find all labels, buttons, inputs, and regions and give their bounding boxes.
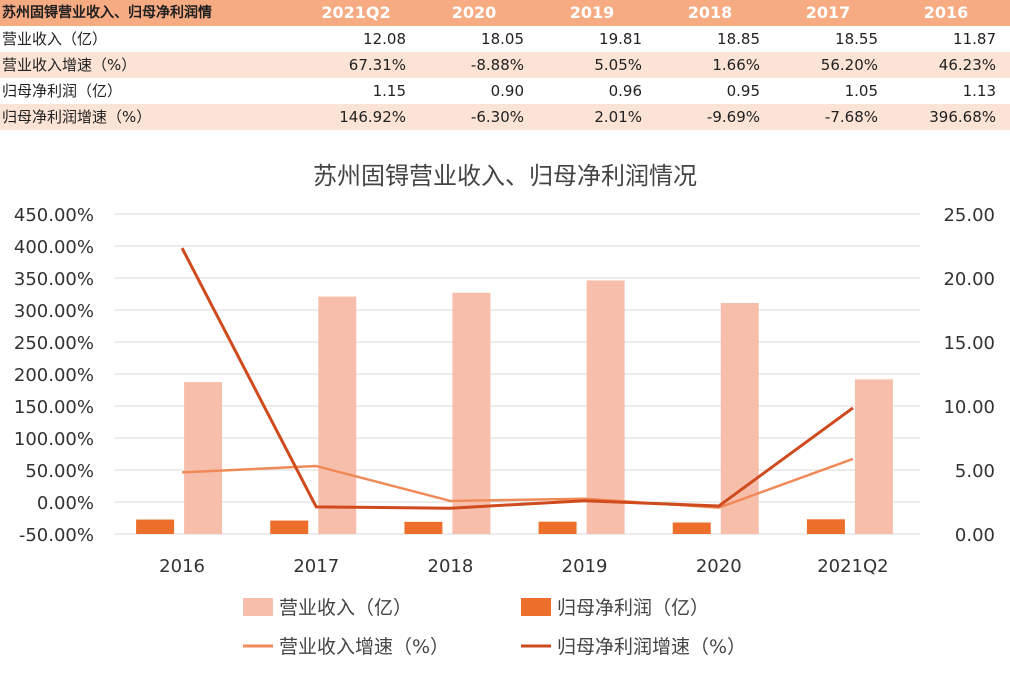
table-cell: 1.66%	[656, 52, 774, 78]
table-header-year: 2016	[892, 0, 1010, 26]
x-tick-label: 2017	[293, 556, 339, 577]
row-label: 营业收入（亿）	[0, 26, 302, 52]
x-tick-label: 2018	[428, 556, 474, 577]
row-label: 归母净利润增速（%）	[0, 104, 302, 130]
table-cell: 18.05	[420, 26, 538, 52]
legend-label: 营业收入增速（%）	[279, 636, 449, 658]
table-header-year: 2017	[774, 0, 892, 26]
table-cell: 18.85	[656, 26, 774, 52]
line-profit-growth	[180, 247, 854, 510]
legend-label: 归母净利润增速（%）	[557, 636, 746, 658]
row-label: 营业收入增速（%）	[0, 52, 302, 78]
table-cell: 0.95	[656, 78, 774, 104]
bar-revenue	[318, 296, 357, 534]
table-cell: 396.68%	[892, 104, 1010, 130]
table-cell: 1.15	[302, 78, 420, 104]
data-table: 苏州固锝营业收入、归母净利润情 2021Q2 2020 2019 2018 2017 201…	[0, 0, 1010, 130]
x-tick-label: 2020	[696, 556, 742, 577]
line-revenue-growth	[182, 457, 854, 509]
series-lines	[180, 247, 854, 510]
legend-swatch	[243, 598, 273, 616]
table-cell: 56.20%	[774, 52, 892, 78]
table-header-title: 苏州固锝营业收入、归母净利润情	[0, 0, 302, 26]
table-body: 营业收入（亿） 12.08 18.05 19.81 18.85 18.55 11.87 营业收…	[0, 26, 1010, 130]
table-header-year: 2021Q2	[302, 0, 420, 26]
table-cell: 18.55	[774, 26, 892, 52]
bars	[136, 280, 893, 534]
table-row: 营业收入（亿） 12.08 18.05 19.81 18.85 18.55 11.87	[0, 26, 1010, 52]
bar-net-profit	[538, 521, 577, 534]
table-cell: 2.01%	[538, 104, 656, 130]
table-header-year: 2018	[656, 0, 774, 26]
y-left-tick-label: -50.00%	[19, 525, 94, 546]
legend-label: 营业收入（亿）	[279, 597, 412, 619]
bar-revenue	[452, 292, 491, 534]
y-right-tick-label: 25.00	[943, 205, 995, 226]
row-label: 归母净利润（亿）	[0, 78, 302, 104]
table-row: 营业收入增速（%） 67.31% -8.88% 5.05% 1.66% 56.20% 46.…	[0, 52, 1010, 78]
legend: 营业收入（亿） 归母净利润（亿） 营业收入增速（%） 归母净利润增速（%）	[243, 597, 746, 658]
table-cell: 19.81	[538, 26, 656, 52]
y-left-tick-label: 0.00%	[37, 493, 94, 514]
bar-revenue	[854, 379, 893, 534]
table-header-year: 2019	[538, 0, 656, 26]
table-cell: -6.30%	[420, 104, 538, 130]
bar-revenue	[586, 280, 625, 534]
table-header-year: 2020	[420, 0, 538, 26]
bar-net-profit	[672, 522, 711, 534]
x-tick-label: 2019	[562, 556, 608, 577]
y-right-tick-label: 0.00	[955, 525, 995, 546]
bar-net-profit	[806, 519, 845, 534]
y-right-tick-label: 15.00	[943, 333, 995, 354]
axis-ticks: -50.00% 0.00% 50.00% 100.00% 150.00% 200.00% 2…	[14, 205, 995, 577]
table-cell: 0.96	[538, 78, 656, 104]
grid-lines	[115, 213, 920, 535]
y-left-tick-label: 450.00%	[14, 205, 94, 226]
y-left-tick-label: 150.00%	[14, 397, 94, 418]
y-left-tick-label: 50.00%	[25, 461, 94, 482]
y-left-tick-label: 100.00%	[14, 429, 94, 450]
table-header-row: 苏州固锝营业收入、归母净利润情 2021Q2 2020 2019 2018 2017 201…	[0, 0, 1010, 26]
y-left-tick-label: 350.00%	[14, 269, 94, 290]
table-row: 归母净利润（亿） 1.15 0.90 0.96 0.95 1.05 1.13	[0, 78, 1010, 104]
table-cell: 46.23%	[892, 52, 1010, 78]
table-cell: 1.05	[774, 78, 892, 104]
table-cell: 5.05%	[538, 52, 656, 78]
chart-title: 苏州固锝营业收入、归母净利润情况	[313, 162, 697, 190]
y-right-tick-label: 20.00	[943, 269, 995, 290]
table-row: 归母净利润增速（%） 146.92% -6.30% 2.01% -9.69% -7.68%…	[0, 104, 1010, 130]
legend-label: 归母净利润（亿）	[557, 597, 709, 619]
y-right-tick-label: 5.00	[955, 461, 995, 482]
x-tick-label: 2021Q2	[817, 556, 888, 577]
bar-net-profit	[136, 519, 175, 534]
table-cell: -9.69%	[656, 104, 774, 130]
table-cell: -8.88%	[420, 52, 538, 78]
table-cell: 0.90	[420, 78, 538, 104]
y-left-tick-label: 250.00%	[14, 333, 94, 354]
y-left-tick-label: 400.00%	[14, 237, 94, 258]
table-cell: 67.31%	[302, 52, 420, 78]
y-right-tick-label: 10.00	[943, 397, 995, 418]
table-cell: 1.13	[892, 78, 1010, 104]
table-cell: 146.92%	[302, 104, 420, 130]
table-cell: 11.87	[892, 26, 1010, 52]
bar-revenue	[184, 382, 223, 534]
bar-net-profit	[404, 521, 443, 534]
table-cell: -7.68%	[774, 104, 892, 130]
x-tick-label: 2016	[159, 556, 205, 577]
y-left-tick-label: 300.00%	[14, 301, 94, 322]
legend-swatch	[521, 598, 551, 616]
y-left-tick-label: 200.00%	[14, 365, 94, 386]
table-cell: 12.08	[302, 26, 420, 52]
bar-net-profit	[270, 520, 309, 534]
